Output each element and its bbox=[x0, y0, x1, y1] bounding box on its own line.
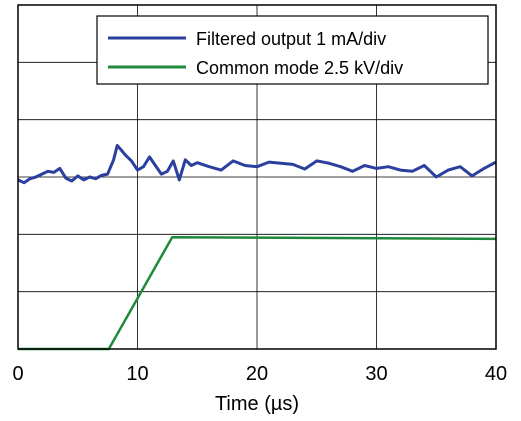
x-tick-label: 10 bbox=[126, 363, 148, 385]
legend-label-common-mode: Common mode 2.5 kV/div bbox=[196, 58, 403, 78]
plot-frame bbox=[17, 4, 497, 350]
x-tick-label: 30 bbox=[365, 363, 387, 385]
x-tick-label: 20 bbox=[246, 363, 268, 385]
x-tick-label: 40 bbox=[485, 363, 507, 385]
x-axis-ticks: 0 10 20 30 40 bbox=[12, 363, 507, 385]
legend-label-filtered-output: Filtered output 1 mA/div bbox=[196, 29, 386, 49]
x-tick-label: 0 bbox=[12, 363, 23, 385]
legend: Filtered output 1 mA/div Common mode 2.5… bbox=[96, 15, 489, 85]
series-line-filtered-output bbox=[17, 144, 497, 185]
legend-box bbox=[96, 15, 489, 85]
x-axis-label: Time (µs) bbox=[215, 393, 299, 415]
